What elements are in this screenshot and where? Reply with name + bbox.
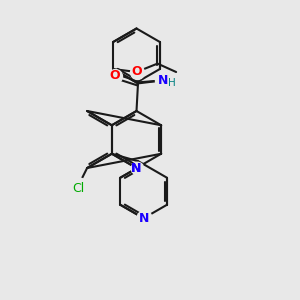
Text: N: N (138, 212, 149, 225)
Text: H: H (168, 78, 176, 88)
Text: Cl: Cl (72, 182, 84, 195)
Text: N: N (131, 161, 142, 175)
Text: O: O (109, 69, 120, 82)
Text: O: O (131, 65, 142, 79)
Text: N: N (131, 161, 142, 175)
Text: N: N (158, 74, 168, 87)
